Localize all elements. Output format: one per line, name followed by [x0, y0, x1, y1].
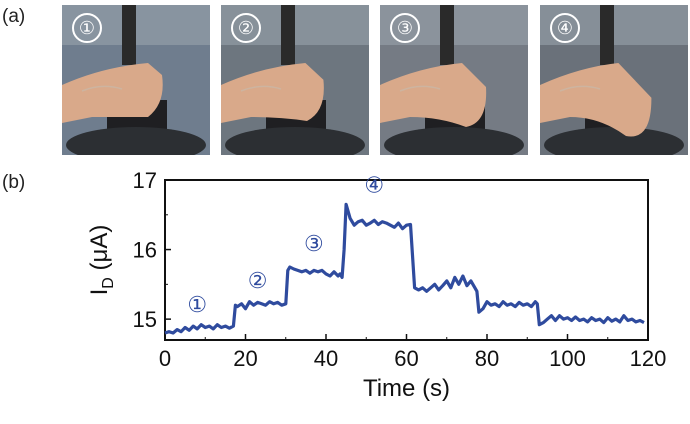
x-tick-label: 0 — [159, 346, 171, 371]
photo-step-marker: ③ — [390, 13, 420, 43]
y-axis-label: ID (μA) — [86, 225, 117, 296]
panel-a-label: (a) — [2, 6, 26, 27]
x-axis-label: Time (s) — [363, 375, 450, 402]
wrist-photo-illustration — [221, 5, 369, 155]
current-time-chart: 0 20 40 60 80 100 120 15 16 17 Time (s) ID (μA) ① ② ③ ④ — [86, 168, 667, 402]
y-tick-label: 16 — [133, 238, 157, 263]
y-tick-label: 15 — [133, 307, 157, 332]
photo-4: ④ — [540, 5, 688, 155]
photo-1: ① — [62, 5, 210, 155]
photo-step-marker: ② — [231, 13, 261, 43]
x-tick-label: 120 — [630, 346, 667, 371]
panel-b-label: (b) — [2, 172, 26, 193]
x-tick-label: 60 — [394, 346, 418, 371]
x-tick-label: 40 — [314, 346, 338, 371]
step-annotation: ④ — [364, 173, 384, 198]
step-annotation: ② — [248, 268, 268, 293]
step-annotation: ① — [187, 292, 207, 317]
photo-step-marker: ① — [72, 13, 102, 43]
x-tick-label: 80 — [475, 346, 499, 371]
series-line-id — [164, 202, 645, 335]
photo-3: ③ — [380, 5, 528, 155]
x-tick-label: 100 — [549, 346, 586, 371]
x-tick-label: 20 — [233, 346, 257, 371]
photo-step-marker: ④ — [550, 13, 580, 43]
wrist-photo-illustration — [540, 5, 688, 155]
y-tick-label: 17 — [133, 168, 157, 193]
photo-2: ② — [221, 5, 369, 155]
step-annotation: ③ — [304, 231, 324, 256]
